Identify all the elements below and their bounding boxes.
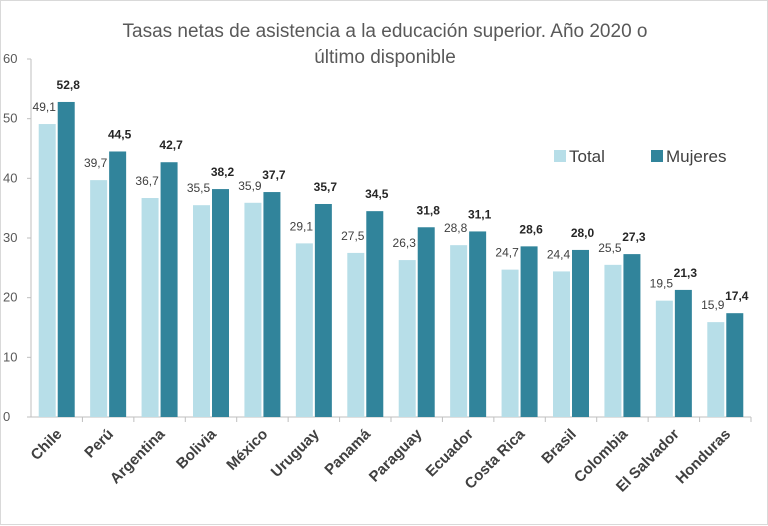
- legend-label-total: Total: [569, 147, 605, 166]
- data-label-total: 49,1: [33, 100, 57, 114]
- y-tick-label: 20: [3, 290, 17, 305]
- data-label-mujeres: 37,7: [262, 168, 286, 182]
- bar-total-14: [707, 322, 725, 417]
- data-label-total: 29,1: [290, 219, 314, 233]
- bar-total-12: [604, 264, 622, 417]
- y-tick-label: 30: [3, 230, 17, 245]
- data-label-mujeres: 42,7: [159, 138, 183, 152]
- data-label-total: 24,4: [547, 247, 571, 261]
- bar-mujeres-8: [417, 227, 435, 417]
- bar-total-10: [501, 269, 519, 417]
- bar-total-4: [193, 205, 210, 417]
- x-category-label: Honduras: [673, 426, 735, 488]
- bar-mujeres-12: [623, 254, 641, 417]
- bar-mujeres-11: [572, 249, 589, 417]
- x-category-label: Perú: [81, 426, 117, 462]
- bar-total-5: [244, 202, 262, 417]
- data-label-mujeres: 34,5: [365, 187, 389, 201]
- data-label-mujeres: 31,8: [417, 203, 441, 217]
- bar-mujeres-4: [212, 189, 229, 417]
- bar-mujeres-7: [366, 211, 384, 417]
- bar-total-9: [450, 245, 468, 417]
- x-category-label: Uruguay: [268, 425, 324, 481]
- x-category-label: Argentina: [107, 425, 169, 487]
- data-label-mujeres: 31,1: [468, 207, 492, 221]
- chart-labels: 49,152,8 Chile 39,7 44,5 Perú 36,7 42,7 Argenti…: [28, 78, 749, 496]
- bar-total-11: [553, 271, 570, 417]
- bar-total-3: [141, 198, 159, 417]
- bar-total-8: [398, 260, 416, 417]
- data-label-total: 28,8: [444, 221, 468, 235]
- data-label-total: 35,9: [238, 179, 262, 193]
- x-category-label: Brasil: [538, 426, 580, 468]
- bar-mujeres-10: [520, 246, 538, 417]
- chart-title-line-2: último disponible: [314, 47, 456, 68]
- legend-label-mujeres: Mujeres: [666, 147, 726, 166]
- data-label-mujeres: 28,6: [519, 222, 543, 236]
- chart-title-line-1: Tasas netas de asistencia a la educación…: [123, 21, 648, 42]
- bar-mujeres-6: [314, 203, 332, 417]
- y-tick-label: 50: [3, 111, 17, 126]
- legend-swatch-mujeres: [651, 150, 663, 162]
- data-label-mujeres: 28,0: [571, 226, 595, 240]
- y-tick-label: 10: [3, 349, 17, 364]
- y-tick-label: 0: [3, 409, 10, 424]
- data-label-total: 24,7: [495, 246, 519, 260]
- bar-mujeres-1: [57, 101, 75, 418]
- x-category-label: Bolivia: [173, 425, 220, 472]
- data-label-mujeres: 35,7: [314, 180, 338, 194]
- bar-total-2: [90, 180, 108, 417]
- x-category-label: Chile: [28, 426, 66, 464]
- data-label-total: 25,5: [598, 241, 622, 255]
- data-label-total: 39,7: [84, 156, 108, 170]
- data-label-mujeres: 17,4: [725, 289, 749, 303]
- data-label-total: 15,9: [701, 298, 725, 312]
- data-label-mujeres: 38,2: [211, 165, 235, 179]
- bar-total-13: [655, 300, 673, 417]
- bar-mujeres-13: [674, 289, 692, 417]
- x-category-label: Panamá: [321, 425, 374, 478]
- y-tick-label: 40: [3, 170, 17, 185]
- chart-bars: [38, 101, 744, 418]
- bar-mujeres-3: [160, 162, 178, 417]
- data-label-total: 27,5: [341, 229, 365, 243]
- data-label-total: 35,5: [187, 181, 211, 195]
- data-label-total: 36,7: [135, 174, 159, 188]
- y-tick-label: 60: [3, 51, 17, 66]
- x-category-label: Paraguay: [366, 425, 426, 485]
- x-category-label: México: [223, 426, 271, 474]
- bar-total-7: [347, 252, 365, 417]
- data-label-mujeres: 27,3: [622, 230, 646, 244]
- data-label-mujeres: 44,5: [108, 127, 132, 141]
- data-label-mujeres: 21,3: [674, 266, 698, 280]
- data-label-mujeres: 52,8: [57, 78, 81, 92]
- bar-mujeres-2: [109, 151, 127, 417]
- bar-mujeres-14: [726, 313, 744, 417]
- bar-total-6: [295, 243, 313, 417]
- data-label-total: 26,3: [393, 236, 417, 250]
- bar-mujeres-9: [469, 231, 487, 417]
- data-label-total: 19,5: [650, 277, 674, 291]
- bar-total-1: [38, 124, 56, 417]
- chart-legend: Total Mujeres: [554, 147, 726, 166]
- bar-mujeres-5: [263, 192, 281, 417]
- legend-swatch-total: [554, 150, 566, 162]
